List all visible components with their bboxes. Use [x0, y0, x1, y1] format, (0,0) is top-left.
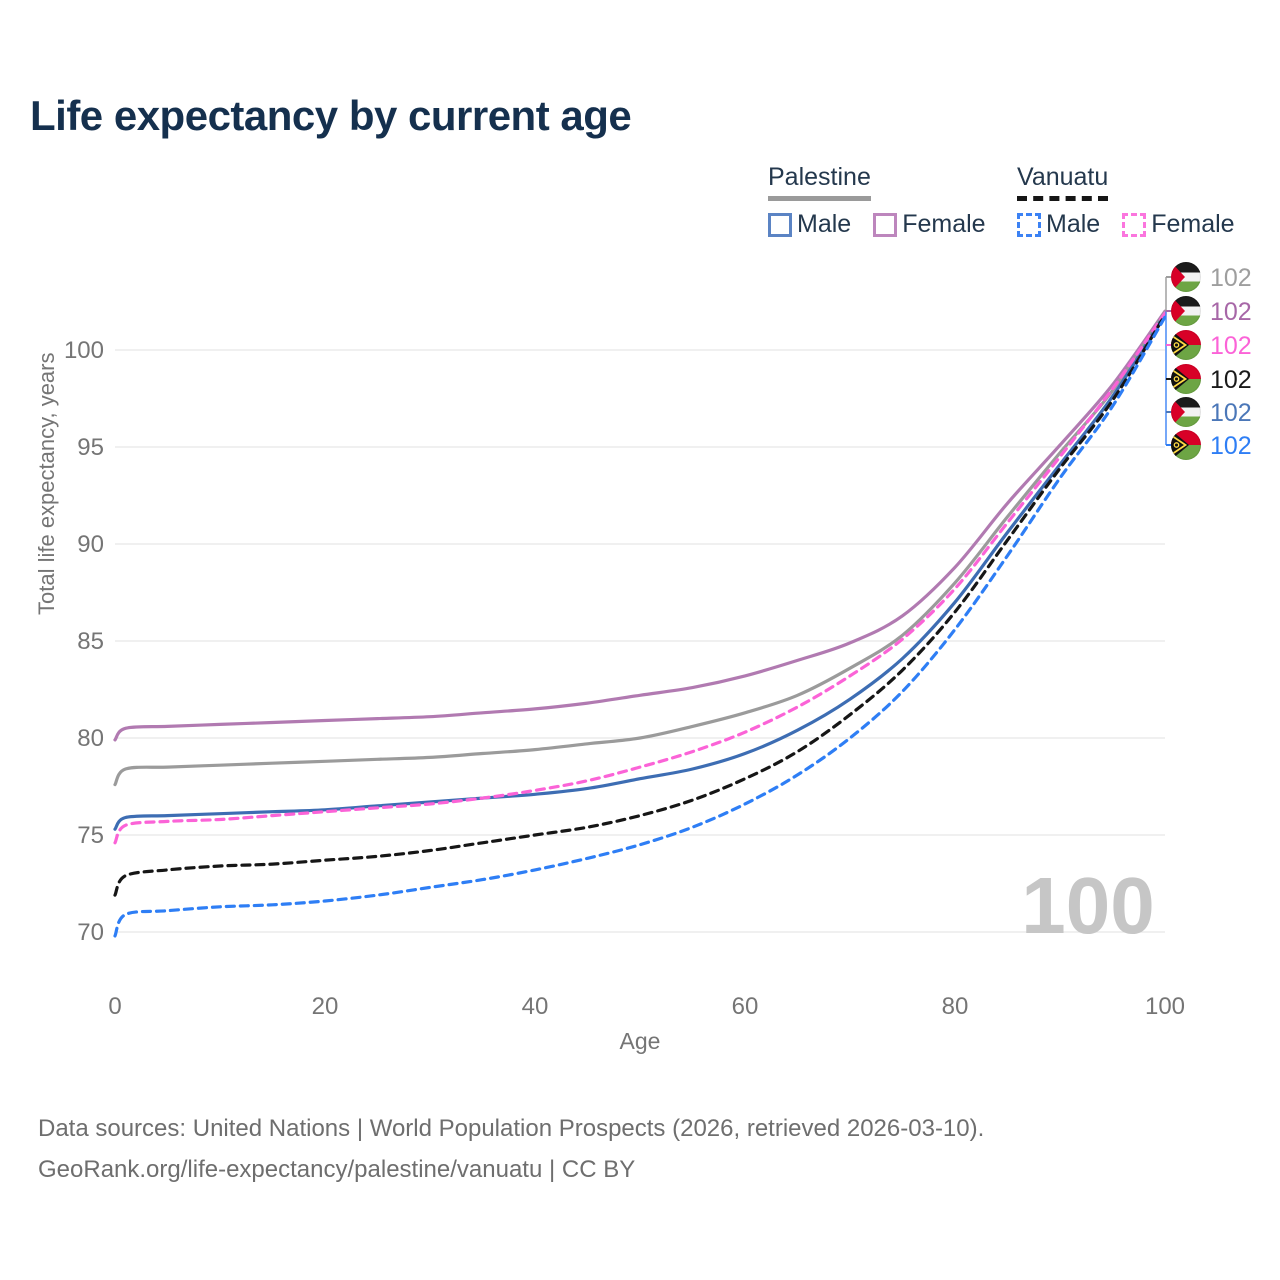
- legend-swatch-palestine-female[interactable]: [873, 212, 898, 237]
- end-value-vanuatu: 102: [1210, 366, 1252, 394]
- x-axis-ticks: 0 20 40 60 80 100: [108, 993, 1185, 1020]
- end-value-vanuatu-male: 102: [1210, 432, 1252, 460]
- line-vanuatu-female[interactable]: [113, 311, 1167, 845]
- line-palestine[interactable]: [113, 310, 1167, 787]
- legend-group-vanuatu: Vanuatu Male Female: [1017, 163, 1235, 239]
- page-title: Life expectancy by current age: [30, 92, 632, 139]
- footer-data-sources: Data sources: United Nations | World Pop…: [38, 1115, 985, 1142]
- legend-label-palestine-female[interactable]: Female: [902, 210, 986, 238]
- flag-ring: [1171, 430, 1201, 460]
- line-palestine-male[interactable]: [113, 312, 1167, 831]
- x-axis-title: Age: [619, 1028, 661, 1054]
- footer-url[interactable]: GeoRank.org/life-expectancy/palestine/va…: [38, 1156, 636, 1183]
- legend-country-vanuatu[interactable]: Vanuatu: [1017, 163, 1109, 201]
- legend-swatch-vanuatu-male[interactable]: [1017, 212, 1041, 237]
- y-tick-label-80: 80: [77, 725, 104, 752]
- x-tick-label-0: 0: [108, 993, 121, 1020]
- y-tick-label-85: 85: [77, 628, 104, 655]
- end-value-vanuatu-female: 102: [1210, 332, 1252, 360]
- end-value-palestine-male: 102: [1210, 399, 1252, 427]
- y-tick-label-70: 70: [77, 919, 104, 946]
- gridlines: [115, 349, 1165, 933]
- vanuatu-flag-icon: [1171, 330, 1201, 360]
- legend-label-vanuatu-male[interactable]: Male: [1046, 210, 1101, 238]
- y-tick-label-100: 100: [64, 337, 104, 364]
- flag-ring: [1171, 296, 1201, 326]
- palestine-flag-icon: [1171, 262, 1201, 292]
- legend-label-palestine-male[interactable]: Male: [797, 210, 852, 238]
- legend-group-palestine: Palestine Male Female: [768, 163, 986, 239]
- line-vanuatu[interactable]: [113, 313, 1167, 897]
- legend-label-vanuatu-female[interactable]: Female: [1151, 210, 1235, 238]
- end-value-palestine: 102: [1210, 264, 1252, 292]
- line-palestine-female[interactable]: [113, 309, 1167, 742]
- y-tick-label-75: 75: [77, 822, 104, 849]
- flag-ring: [1171, 397, 1201, 427]
- flag-ring: [1171, 330, 1201, 360]
- x-tick-label-20: 20: [312, 993, 339, 1020]
- flag-ring: [1171, 262, 1201, 292]
- y-tick-label-90: 90: [77, 531, 104, 558]
- end-label-connectors: [1165, 276, 1172, 446]
- vanuatu-flag-icon: [1171, 364, 1201, 394]
- end-value-palestine-female: 102: [1210, 298, 1252, 326]
- footer-attribution: Data sources: United Nations | World Pop…: [38, 1108, 984, 1190]
- x-tick-label-40: 40: [522, 993, 549, 1020]
- y-tick-label-95: 95: [77, 434, 104, 461]
- chart-canvas[interactable]: 70 75 80 85 90 95 100 0 20 40 60 80 100 102 102 102 102 1…: [0, 0, 1280, 1080]
- flag-ring: [1171, 364, 1201, 394]
- x-tick-label-100: 100: [1145, 993, 1185, 1020]
- line-vanuatu-male[interactable]: [113, 315, 1167, 938]
- vanuatu-flag-icon: [1171, 430, 1201, 460]
- x-tick-label-80: 80: [942, 993, 969, 1020]
- legend-swatch-palestine-male[interactable]: [768, 212, 792, 237]
- palestine-flag-icon: [1171, 397, 1201, 427]
- palestine-flag-icon: [1171, 296, 1201, 326]
- x-tick-label-60: 60: [732, 993, 759, 1020]
- current-age-watermark: 100: [1021, 861, 1155, 950]
- legend-country-palestine[interactable]: Palestine: [768, 163, 871, 201]
- legend-swatch-vanuatu-female[interactable]: [1122, 212, 1147, 237]
- y-axis-ticks: 70 75 80 85 90 95 100: [64, 337, 104, 946]
